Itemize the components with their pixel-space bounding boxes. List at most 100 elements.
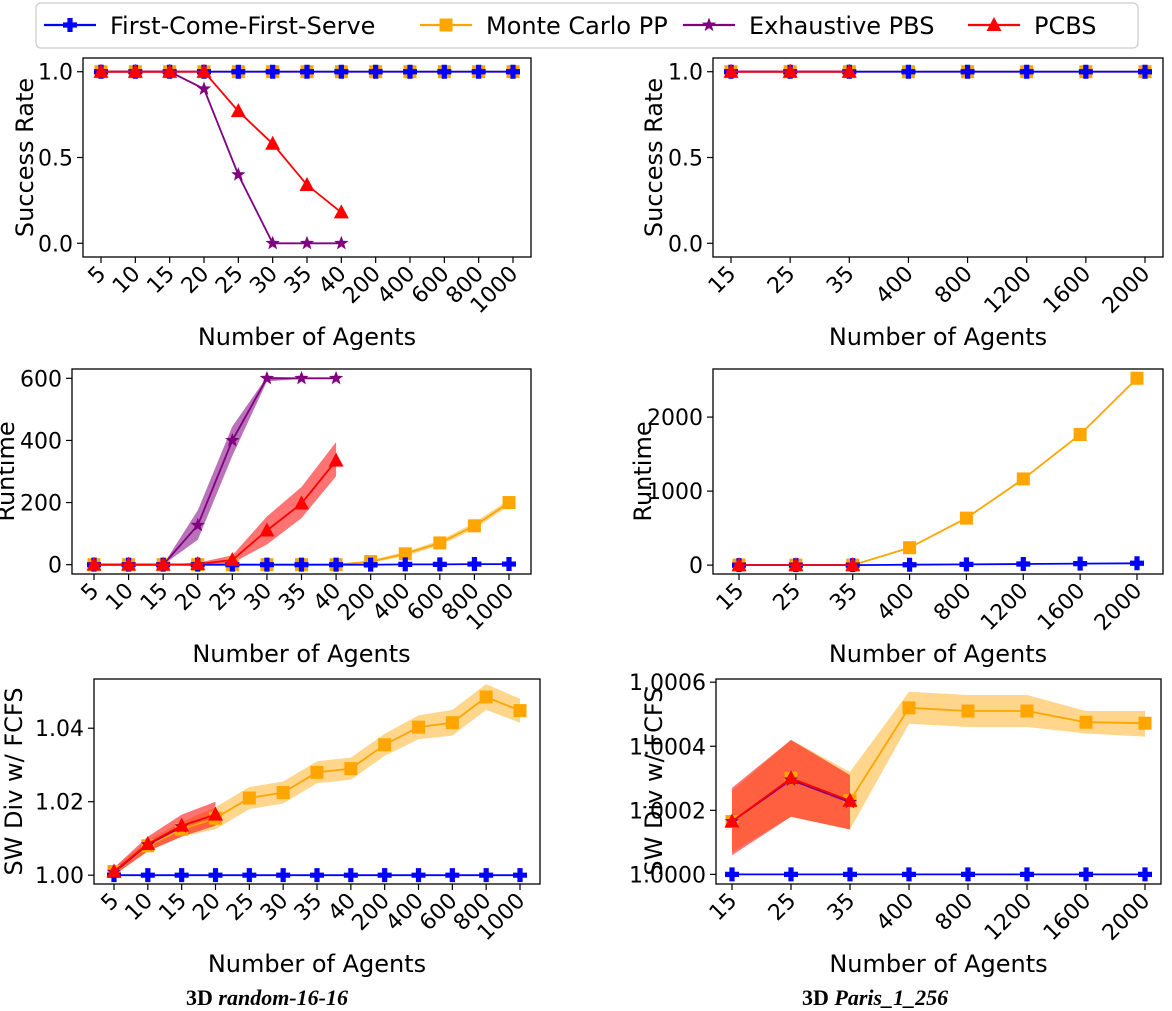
y-tick-label: 0.5 [668, 147, 703, 172]
legend-marker-square-icon [439, 18, 453, 32]
x-tick-label: 25 [222, 889, 259, 926]
series-line [113, 813, 216, 873]
point-monte-carlo-pp-2000 [1138, 716, 1152, 730]
point-first-come-first-serve-800 [471, 64, 486, 79]
point-monte-carlo-pp-25 [242, 791, 256, 805]
y-tick-label: 1.0004 [629, 735, 706, 760]
x-tick-label: 30 [256, 889, 293, 926]
x-tick-label: 10 [121, 889, 158, 926]
y-tick-label: 0 [689, 554, 703, 579]
chart-runtime-random: 0200400600510152025303540200400600800100… [0, 367, 532, 668]
point-monte-carlo-pp-1200 [1016, 472, 1030, 486]
legend-label: First-Come-First-Serve [110, 12, 375, 40]
series-pcbs [724, 770, 858, 828]
point-pcbs-35 [294, 495, 309, 510]
x-tick-label: 35 [823, 889, 860, 926]
point-pcbs-20 [196, 63, 212, 78]
point-first-come-first-serve-2000 [1138, 867, 1152, 882]
x-tick-label: 400 [872, 889, 919, 936]
point-pcbs-40 [333, 204, 349, 219]
point-first-come-first-serve-1200 [1016, 557, 1031, 572]
point-monte-carlo-pp-400 [398, 547, 412, 561]
point-first-come-first-serve-35 [310, 868, 324, 883]
point-pcbs-5 [86, 556, 102, 571]
point-first-come-first-serve-25 [784, 867, 798, 882]
point-first-come-first-serve-400 [403, 64, 417, 79]
point-pcbs-15 [155, 556, 171, 571]
point-first-come-first-serve-400 [398, 557, 413, 572]
x-tick-label: 1200 [980, 262, 1037, 319]
point-monte-carlo-pp-200 [378, 738, 392, 752]
point-first-come-first-serve-1000 [502, 557, 516, 572]
point-first-come-first-serve-35 [294, 557, 309, 572]
x-tick-label: 25 [205, 579, 242, 616]
axes-frame [82, 57, 532, 258]
x-tick-label: 35 [274, 579, 311, 616]
y-tick-label: 600 [20, 367, 62, 392]
y-axis-label: Runtime [629, 421, 657, 521]
series-first-come-first-serve [107, 868, 527, 883]
x-tick-label: 15 [136, 579, 173, 616]
axes-frame [712, 57, 1164, 258]
x-tick-label: 15 [154, 889, 191, 926]
y-tick-label: 1.0002 [629, 799, 706, 824]
point-monte-carlo-pp-1600 [1073, 427, 1087, 441]
point-pcbs-35 [845, 557, 861, 572]
x-tick-label: 1600 [1033, 579, 1090, 636]
axes-frame [715, 678, 1162, 885]
x-tick-label: 400 [872, 579, 919, 626]
series-pcbs [86, 452, 344, 571]
legend-marker-triangle-icon [986, 17, 1002, 31]
point-monte-carlo-pp-800 [961, 704, 975, 718]
point-first-come-first-serve-35 [843, 867, 857, 882]
y-axis-label: SW Div w/ FCFS [640, 687, 668, 875]
y-tick-label: 200 [20, 492, 62, 517]
legend-marker-plus-icon [63, 18, 77, 32]
point-pcbs-25 [783, 770, 799, 785]
legend-label: PCBS [1034, 12, 1097, 40]
legend-item-first-come-first-serve: First-Come-First-Serve [44, 12, 375, 40]
point-pcbs-15 [723, 63, 739, 78]
caption-left-name: random-16-16 [218, 985, 348, 1010]
y-tick-label: 0.0 [38, 232, 73, 257]
point-exhaustive-pbs-40 [328, 370, 344, 385]
x-tick-label: 800 [930, 262, 977, 309]
x-tick-label: 1600 [1039, 889, 1096, 946]
band-pcbs [94, 442, 337, 565]
point-first-come-first-serve-200 [368, 64, 383, 79]
chart-success-rate-paris: 0.0 0.5 1.0 15 25 35 400 800 1200 1600 2000 Number … [640, 57, 1164, 351]
point-pcbs-10 [140, 835, 156, 850]
point-pcbs-15 [174, 817, 190, 832]
x-tick-label: 20 [188, 889, 225, 926]
point-exhaustive-pbs-35 [294, 370, 309, 385]
point-first-come-first-serve-30 [265, 64, 280, 79]
point-first-come-first-serve-600 [432, 557, 447, 572]
x-tick-label: 800 [931, 889, 978, 936]
legend-item-monte-carlo-pp: Monte Carlo PP [420, 12, 668, 40]
point-first-come-first-serve-1200 [1020, 867, 1034, 882]
legend: First-Come-First-Serve Monte Carlo PP Exha… [35, 2, 1139, 49]
y-tick-label: 1.0 [668, 61, 703, 86]
legend-label: Monte Carlo PP [486, 12, 668, 40]
point-first-come-first-serve-30 [259, 557, 274, 572]
point-monte-carlo-pp-2000 [1130, 371, 1144, 385]
x-axis-label: Number of Agents [829, 640, 1047, 668]
x-tick-label: 5 [97, 889, 125, 917]
point-first-come-first-serve-1200 [1019, 64, 1034, 79]
caption-right: 3D Paris_1_256 [802, 985, 949, 1010]
y-tick-label: 1.00 [35, 864, 84, 889]
point-first-come-first-serve-40 [329, 557, 344, 572]
point-pcbs-30 [259, 522, 275, 537]
y-tick-label: 1.0006 [629, 671, 706, 696]
band-pcbs [732, 739, 850, 856]
series-line [101, 70, 342, 214]
point-monte-carlo-pp-1000 [502, 496, 516, 510]
point-first-come-first-serve-600 [445, 868, 460, 883]
x-tick-label: 35 [822, 262, 859, 299]
x-tick-label: 2000 [1098, 262, 1155, 319]
x-axis-label: Number of Agents [198, 323, 416, 351]
point-exhaustive-pbs-35 [299, 235, 315, 250]
point-pcbs-30 [265, 135, 281, 150]
caption-left: 3D random-16-16 [186, 985, 348, 1010]
